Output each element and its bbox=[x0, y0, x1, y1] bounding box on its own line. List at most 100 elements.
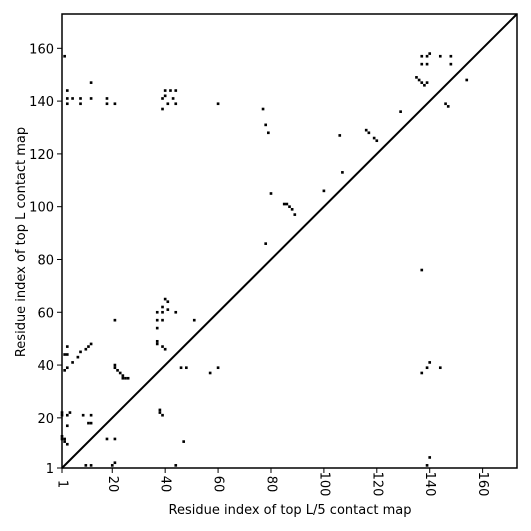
contact-point-lower bbox=[420, 268, 424, 272]
contact-point-lower bbox=[428, 361, 432, 364]
contact-point-lower bbox=[166, 300, 170, 304]
contact-point-upper bbox=[425, 62, 429, 66]
contact-point-upper bbox=[216, 102, 220, 106]
contact-point-lower bbox=[110, 464, 114, 467]
contact-point-lower bbox=[89, 464, 93, 467]
contact-point-lower bbox=[163, 297, 167, 301]
contact-point-lower bbox=[174, 464, 178, 467]
contact-point-lower bbox=[155, 342, 159, 346]
contact-point-upper bbox=[367, 131, 371, 135]
contact-point-upper bbox=[420, 54, 424, 58]
x-tick-label: 60 bbox=[211, 476, 226, 493]
contact-point-lower bbox=[121, 376, 125, 380]
contact-point-upper bbox=[105, 102, 109, 106]
contact-point-upper bbox=[63, 54, 66, 58]
contact-point-lower bbox=[116, 369, 119, 372]
contact-point-upper bbox=[449, 54, 453, 58]
contact-point-lower bbox=[158, 411, 162, 414]
contact-points bbox=[60, 52, 469, 467]
contact-point-lower bbox=[89, 342, 93, 346]
contact-point-lower bbox=[113, 363, 117, 367]
contact-point-upper bbox=[79, 97, 82, 100]
contact-point-lower bbox=[124, 376, 127, 380]
contact-point-upper bbox=[290, 208, 294, 211]
contact-point-lower bbox=[121, 374, 125, 377]
contact-point-upper bbox=[293, 213, 297, 216]
contact-point-upper bbox=[261, 107, 265, 111]
contact-point-upper bbox=[425, 81, 429, 84]
contact-point-lower bbox=[155, 318, 159, 322]
x-tick-label: 1 bbox=[55, 480, 70, 488]
contact-point-upper bbox=[465, 78, 469, 82]
contact-point-lower bbox=[428, 456, 432, 459]
contact-point-upper bbox=[89, 97, 93, 100]
contact-point-lower bbox=[155, 310, 159, 314]
contact-point-upper bbox=[444, 102, 447, 106]
contact-point-upper bbox=[163, 94, 167, 98]
contact-point-upper bbox=[65, 97, 69, 100]
contact-point-lower bbox=[65, 442, 69, 446]
contact-point-upper bbox=[113, 102, 117, 106]
contact-point-lower bbox=[87, 421, 90, 425]
x-tick-label: 40 bbox=[158, 476, 173, 493]
contact-point-lower bbox=[155, 326, 159, 330]
contact-point-upper bbox=[169, 89, 172, 92]
contact-point-upper bbox=[338, 134, 342, 137]
contact-point-upper bbox=[79, 102, 82, 106]
contact-point-upper bbox=[71, 97, 74, 100]
contact-point-upper bbox=[285, 202, 289, 206]
contact-point-lower bbox=[65, 413, 69, 417]
x-tick-label: 100 bbox=[316, 472, 331, 497]
contact-point-lower bbox=[113, 437, 117, 441]
contact-point-lower bbox=[161, 305, 164, 309]
contact-point-lower bbox=[438, 366, 442, 370]
contact-point-lower bbox=[84, 464, 88, 467]
contact-point-upper bbox=[89, 81, 93, 84]
contact-point-upper bbox=[449, 62, 453, 66]
contact-point-lower bbox=[161, 310, 164, 314]
contact-point-upper bbox=[163, 89, 167, 92]
x-tick-label: 160 bbox=[475, 472, 490, 497]
y-tick-label: 160 bbox=[29, 42, 54, 57]
contact-point-upper bbox=[423, 83, 426, 87]
contact-point-upper bbox=[438, 54, 442, 58]
contact-point-lower bbox=[65, 345, 69, 348]
x-tick-label: 120 bbox=[369, 472, 384, 497]
contact-point-lower bbox=[179, 366, 183, 370]
contact-point-lower bbox=[216, 366, 220, 370]
contact-point-lower bbox=[113, 318, 117, 322]
contact-point-lower bbox=[425, 366, 429, 370]
contact-point-lower bbox=[158, 408, 162, 412]
y-tick-label: 140 bbox=[29, 95, 54, 110]
contact-point-upper bbox=[65, 89, 69, 92]
contact-point-lower bbox=[87, 345, 90, 348]
contact-point-lower bbox=[113, 461, 117, 465]
contact-point-lower bbox=[126, 376, 130, 380]
contact-point-upper bbox=[171, 97, 175, 100]
plot-frame bbox=[61, 13, 518, 469]
contact-point-upper bbox=[161, 107, 164, 111]
contact-point-lower bbox=[182, 440, 186, 443]
diagonal-line bbox=[61, 13, 518, 469]
contact-point-lower bbox=[89, 421, 93, 425]
contact-point-upper bbox=[420, 81, 424, 84]
contact-point-upper bbox=[428, 52, 432, 55]
contact-point-upper bbox=[174, 89, 178, 92]
contact-point-lower bbox=[81, 413, 85, 417]
contact-point-upper bbox=[446, 105, 450, 108]
contact-point-upper bbox=[288, 205, 291, 209]
contact-point-lower bbox=[161, 345, 164, 348]
contact-point-upper bbox=[174, 102, 178, 106]
contact-point-upper bbox=[341, 171, 344, 174]
y-tick-label: 80 bbox=[37, 253, 54, 268]
contact-point-upper bbox=[415, 76, 418, 79]
contact-point-lower bbox=[84, 347, 88, 351]
contact-point-upper bbox=[282, 202, 286, 206]
contact-point-lower bbox=[264, 242, 268, 245]
contact-point-lower bbox=[185, 366, 188, 370]
contact-point-lower bbox=[71, 361, 74, 364]
contact-point-upper bbox=[372, 136, 376, 140]
contact-point-upper bbox=[269, 192, 273, 195]
contact-point-lower bbox=[105, 437, 109, 441]
